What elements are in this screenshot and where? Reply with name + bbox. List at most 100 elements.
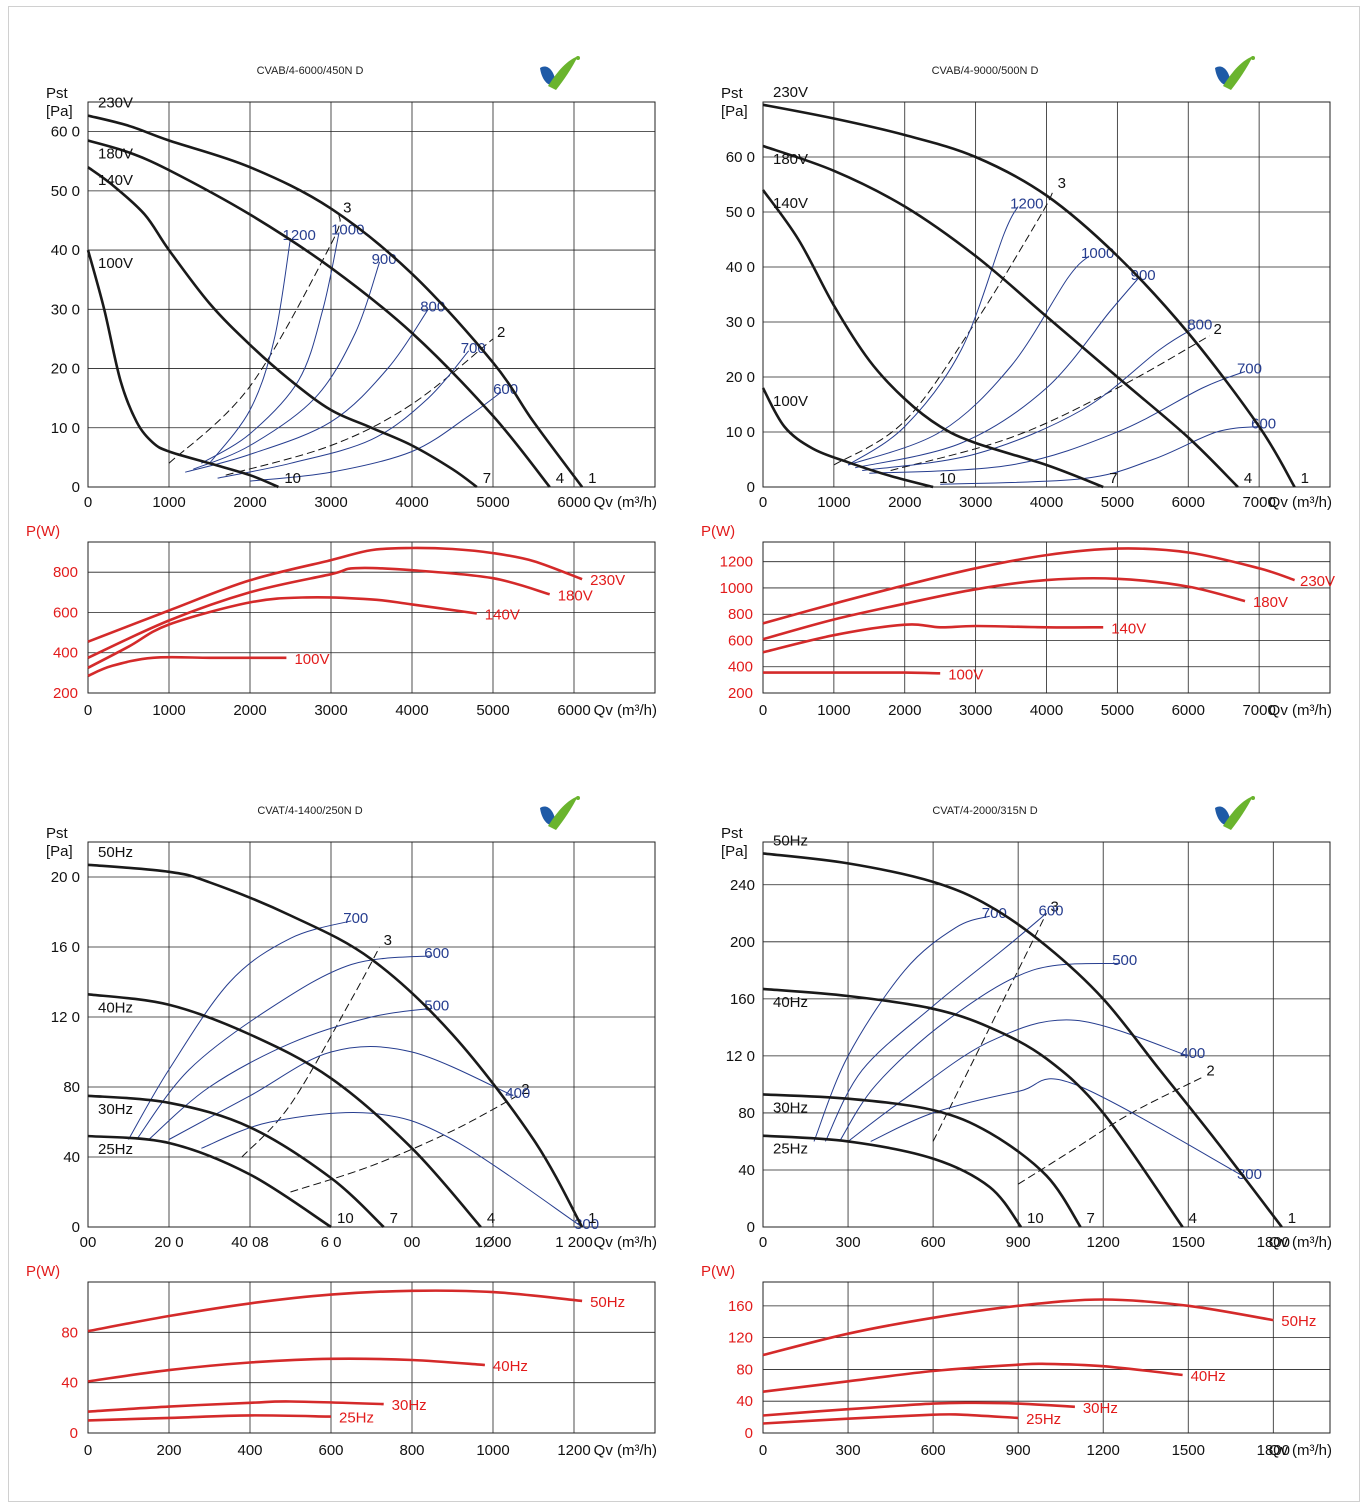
fan-curve	[87, 166, 478, 489]
fan-curve	[87, 993, 482, 1228]
y-tick-label: 10 0	[726, 424, 755, 441]
power-x-tick-label: 400	[237, 1442, 262, 1459]
iso-curve-label: 500	[1112, 952, 1137, 969]
power-x-tick-label: 600	[921, 1442, 946, 1459]
power-curve-label: 25Hz	[339, 1410, 374, 1427]
y-tick-label: 10 0	[51, 420, 80, 437]
power-x-tick-label: 1000	[817, 702, 850, 719]
fan-curve-label: 230V	[773, 84, 808, 101]
power-curve	[762, 547, 1296, 625]
iso-curve-label: 700	[461, 340, 486, 357]
power-x-tick-label: 200	[156, 1442, 181, 1459]
power-y-tick-label: 200	[53, 685, 78, 702]
iso-curve-label: 900	[372, 251, 397, 268]
fan-curve-label: 180V	[773, 151, 808, 168]
y-tick-label: 40	[63, 1149, 80, 1166]
operating-point-label: 4	[487, 1210, 495, 1227]
iso-curve	[185, 309, 429, 473]
x-axis-label: Qv (m³/h)	[1269, 494, 1332, 511]
power-y-tick-label: 40	[61, 1375, 78, 1392]
iso-curve	[854, 277, 1139, 469]
power-x-tick-label: 3000	[314, 702, 347, 719]
power-y-tick-label: 1200	[720, 554, 753, 571]
x-tick-label: 40 08	[231, 1234, 269, 1251]
power-y-tick-label: 160	[728, 1298, 753, 1315]
power-y-axis-label: P(W)	[701, 1263, 735, 1280]
iso-curve-label: 600	[1039, 902, 1064, 919]
system-curve-label: 2	[1206, 1062, 1214, 1079]
power-x-tick-label: 1800	[1257, 1442, 1290, 1459]
power-y-tick-label: 40	[736, 1393, 753, 1410]
power-y-tick-label: 80	[61, 1324, 78, 1341]
operating-point-label: 7	[1087, 1210, 1095, 1227]
power-y-tick-label: 1000	[720, 580, 753, 597]
fan-curve-label: 140V	[98, 172, 133, 189]
fan-curve-label: 25Hz	[98, 1141, 133, 1158]
checkmark-leaf-icon	[540, 796, 580, 830]
iso-curve-label: 700	[982, 905, 1007, 922]
chart-title: CVAT/4-2000/315N D	[932, 805, 1037, 817]
fan-curve-label: 180V	[98, 146, 133, 163]
fan-curve-label: 140V	[773, 195, 808, 212]
y-axis-label: Pst	[46, 825, 69, 842]
power-x-tick-label: 5000	[476, 702, 509, 719]
iso-curve-label: 900	[1131, 267, 1156, 284]
chart-svg: CVAB/4-6000/450N D0 1000 2000 3000 4000 5000 6…	[26, 56, 657, 719]
power-curve	[87, 1414, 332, 1422]
power-y-tick-label: 200	[728, 685, 753, 702]
power-curve	[87, 566, 551, 659]
x-tick-label: 5000	[476, 494, 509, 511]
iso-curve-label: 300	[1237, 1166, 1262, 1183]
power-y-tick-label: 600	[53, 604, 78, 621]
iso-curve	[136, 955, 433, 1140]
x-tick-label: 300	[836, 1234, 861, 1251]
y-tick-label: 16 0	[51, 939, 80, 956]
power-curve	[762, 623, 1104, 654]
power-y-axis-label: P(W)	[701, 523, 735, 540]
power-y-tick-label: 120	[728, 1330, 753, 1347]
y-tick-label: 0	[747, 1219, 755, 1236]
iso-curve-label: 700	[343, 910, 368, 927]
fan-curve-label: 100V	[98, 255, 133, 272]
power-x-tick-label: 0	[759, 702, 767, 719]
system-curve	[241, 946, 381, 1158]
power-x-tick-label: 1000	[152, 702, 185, 719]
fan-curve	[762, 1093, 1082, 1228]
power-y-tick-label: 800	[53, 564, 78, 581]
power-x-tick-label: 3000	[959, 702, 992, 719]
chart-panel-cvat-2000: CVAT/4-2000/315N D 0 300 600 900 1200 1500 1800…	[685, 790, 1355, 1480]
iso-curve	[862, 327, 1196, 471]
power-x-tick-label: 4000	[1030, 702, 1063, 719]
fan-curve	[762, 1134, 1023, 1228]
fan-curve	[86, 249, 279, 489]
power-y-tick-label: 400	[53, 645, 78, 662]
power-curve	[762, 1298, 1274, 1357]
iso-curve-label: 600	[424, 945, 449, 962]
chart-svg: CVAT/4-1400/250N D00 20 0 40 08 6 0 00 1Ø00 1 …	[26, 796, 657, 1459]
operating-point-label: 4	[1244, 470, 1252, 487]
operating-point-label: 7	[483, 470, 491, 487]
power-x-tick-label: 300	[836, 1442, 861, 1459]
x-tick-label: 4000	[395, 494, 428, 511]
system-curve	[290, 1095, 518, 1193]
power-x-axis-label: Qv (m³/h)	[594, 1442, 657, 1459]
power-y-tick-label: 600	[728, 632, 753, 649]
power-curve-label: 140V	[485, 606, 520, 623]
iso-curve-label: 800	[420, 298, 445, 315]
iso-curve-label: 1200	[283, 227, 316, 244]
y-tick-label: 20 0	[726, 369, 755, 386]
system-curve-label: 3	[1058, 175, 1066, 192]
fan-curve	[87, 863, 584, 1228]
iso-curve	[168, 1046, 514, 1140]
operating-point-label: 10	[337, 1210, 354, 1227]
x-tick-label: 00	[404, 1234, 421, 1251]
power-curve	[763, 671, 941, 675]
power-curve	[87, 1357, 485, 1383]
system-curve-label: 3	[384, 932, 392, 949]
iso-curve-label: 1000	[1081, 245, 1114, 262]
iso-curve	[193, 261, 381, 470]
power-x-tick-label: 7000	[1242, 702, 1275, 719]
iso-curve	[847, 1019, 1189, 1142]
x-axis-label: Qv (m³/h)	[594, 1234, 657, 1251]
iso-curve	[249, 391, 502, 482]
